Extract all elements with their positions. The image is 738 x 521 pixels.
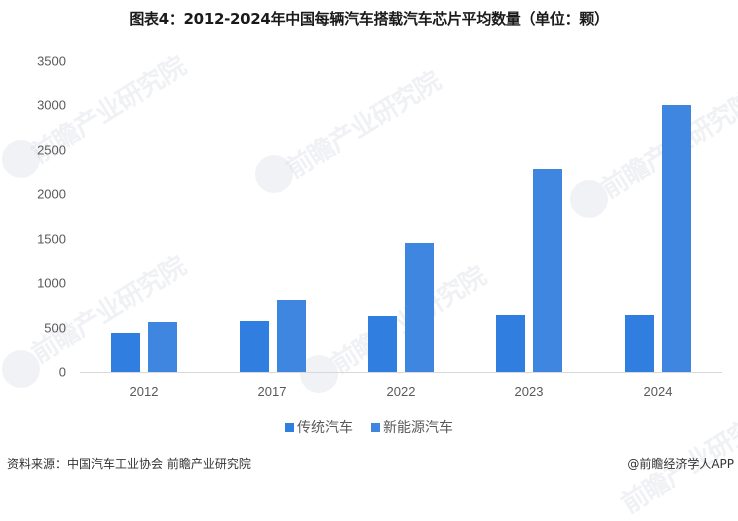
x-tick-label: 2024	[643, 384, 673, 399]
legend-swatch-icon	[285, 422, 294, 432]
x-tick-label: 2017	[257, 384, 287, 399]
y-tick-label: 2000	[37, 186, 66, 202]
bar-traditional-2017	[239, 320, 269, 372]
bar-nev-2012	[148, 322, 178, 372]
x-tick-label: 2023	[514, 384, 544, 399]
legend-swatch-icon	[371, 422, 380, 432]
x-tick-label: 2012	[129, 384, 159, 399]
bar-traditional-2022	[368, 316, 397, 372]
chart-plot-area: 前瞻产业研究院 前瞻产业研究院 前瞻产业研究院 前瞻产业研究院 前瞻产业研究院 …	[2, 52, 738, 520]
bar-traditional-2012	[111, 332, 141, 372]
watermark-logo-icon	[255, 155, 293, 193]
bar-traditional-2024	[624, 315, 654, 372]
bar-nev-2023	[533, 169, 563, 372]
credit-note: @前瞻经济学人APP	[627, 457, 734, 471]
bar-nev-2017	[276, 300, 306, 372]
bar-traditional-2023	[496, 315, 526, 372]
x-axis-line	[80, 372, 722, 373]
legend-label: 新能源汽车	[383, 420, 453, 436]
y-tick-label: 1000	[37, 275, 66, 291]
bar-nev-2022	[405, 243, 434, 372]
legend-label: 传统汽车	[297, 420, 353, 436]
source-note: 资料来源：中国汽车工业协会 前瞻产业研究院	[7, 457, 251, 471]
y-tick-label: 1500	[37, 231, 66, 247]
x-tick-label: 2022	[386, 384, 416, 399]
chart-title: 图表4：2012-2024年中国每辆汽车搭载汽车芯片平均数量（单位：颗）	[129, 10, 609, 28]
watermark-logo-icon	[570, 180, 608, 218]
y-tick-label: 500	[44, 320, 66, 336]
y-tick-label: 0	[58, 364, 66, 380]
watermark-text: 前瞻产业研究院	[281, 66, 446, 185]
legend-item-traditional[interactable]: 传统汽车	[285, 417, 353, 437]
y-tick-label: 3500	[37, 53, 66, 69]
y-tick-label: 3000	[37, 97, 66, 113]
chart-legend: 传统汽车 新能源汽车	[0, 417, 738, 437]
y-tick-label: 2500	[37, 142, 66, 158]
legend-item-nev[interactable]: 新能源汽车	[371, 417, 453, 437]
bar-nev-2024	[661, 105, 691, 372]
